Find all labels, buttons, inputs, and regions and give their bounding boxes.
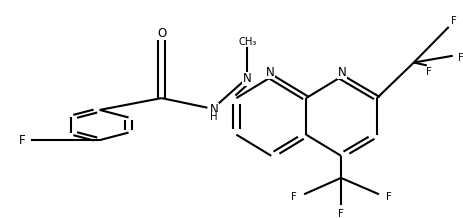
Text: N: N [265,66,274,79]
Text: F: F [385,192,391,202]
Text: F: F [291,192,296,202]
Text: N: N [209,103,218,116]
Text: F: F [425,67,431,77]
Text: F: F [450,16,456,26]
Text: F: F [19,134,26,147]
Text: F: F [457,53,463,63]
Text: CH₃: CH₃ [238,37,256,47]
Text: F: F [338,209,343,218]
Text: N: N [337,66,345,79]
Text: O: O [156,27,166,40]
Text: H: H [209,112,217,122]
Text: N: N [243,72,251,85]
